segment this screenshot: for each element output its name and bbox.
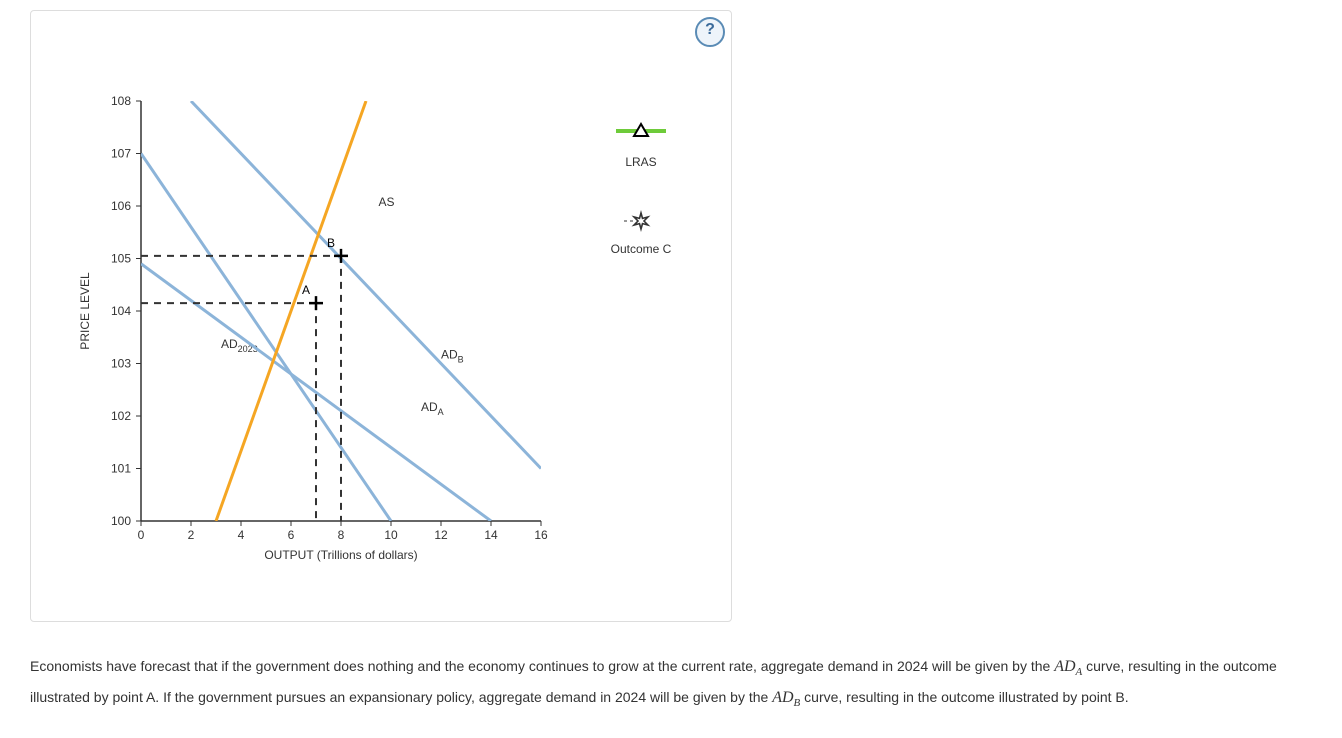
svg-text:107: 107 [111, 147, 131, 161]
economics-chart: 0 2 4 6 8 10 12 14 16 100 101 102 103 104 105 106 107 108… [41, 41, 721, 601]
svg-text:2: 2 [188, 528, 195, 542]
svg-text:8: 8 [338, 528, 345, 542]
help-icon[interactable]: ? [695, 17, 725, 47]
svg-text:108: 108 [111, 94, 131, 108]
svg-text:ADB: ADB [441, 347, 464, 364]
svg-text:105: 105 [111, 252, 131, 266]
svg-text:103: 103 [111, 357, 131, 371]
svg-text:AS: AS [379, 195, 395, 209]
svg-text:12: 12 [434, 528, 448, 542]
svg-text:10: 10 [384, 528, 398, 542]
svg-text:102: 102 [111, 409, 131, 423]
svg-text:0: 0 [138, 528, 145, 542]
ad-b-symbol: AD [772, 689, 793, 706]
svg-text:ADA: ADA [421, 400, 444, 417]
svg-text:6: 6 [288, 528, 295, 542]
svg-text:4: 4 [238, 528, 245, 542]
page: ? 0 2 4 6 8 10 12 14 16 100 101 102 103 104 105 106 107 1… [0, 10, 1342, 713]
svg-text:16: 16 [534, 528, 548, 542]
svg-text:104: 104 [111, 304, 131, 318]
svg-text:A: A [302, 283, 310, 297]
ad-a-symbol: AD [1054, 658, 1075, 675]
svg-text:106: 106 [111, 199, 131, 213]
para-text-1: Economists have forecast that if the gov… [30, 658, 1054, 674]
para-text-3: curve, resulting in the outcome illustra… [804, 689, 1129, 705]
ad-a-sub: A [1076, 666, 1083, 678]
ad-b-sub: B [794, 696, 801, 708]
svg-text:LRAS: LRAS [625, 155, 656, 169]
svg-text:PRICE LEVEL: PRICE LEVEL [78, 272, 92, 350]
explanation-paragraph: Economists have forecast that if the gov… [30, 652, 1310, 713]
svg-text:14: 14 [484, 528, 498, 542]
svg-text:101: 101 [111, 462, 131, 476]
svg-text:Outcome C: Outcome C [611, 242, 672, 256]
svg-text:OUTPUT (Trillions of dollars): OUTPUT (Trillions of dollars) [264, 548, 417, 562]
svg-text:100: 100 [111, 514, 131, 528]
chart-card: ? 0 2 4 6 8 10 12 14 16 100 101 102 103 104 105 106 107 1… [30, 10, 732, 622]
svg-text:B: B [327, 236, 335, 250]
chart-area: 0 2 4 6 8 10 12 14 16 100 101 102 103 104 105 106 107 108… [31, 11, 731, 621]
